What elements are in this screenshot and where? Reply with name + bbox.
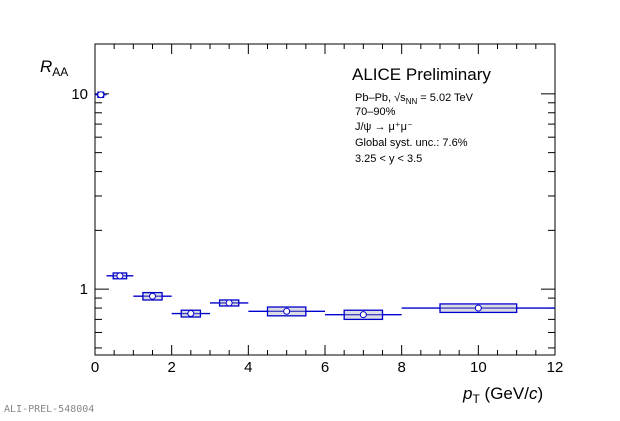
annotation-decay: J/ψ → μ⁺μ⁻	[355, 121, 413, 133]
annotation-system: Pb–Pb, √sNN = 5.02 TeV	[355, 92, 474, 106]
x-tick-label: 0	[91, 359, 99, 376]
axes: 0 2 4 6 8 10 12 1 10	[71, 43, 564, 376]
x-tick-label: 8	[397, 359, 405, 376]
data-point	[225, 299, 233, 307]
annotation-global-syst: Global syst. unc.: 7.6%	[355, 137, 468, 149]
data-marks	[95, 91, 555, 321]
y-tick-label: 10	[71, 86, 88, 103]
chart-title: ALICE Preliminary	[352, 65, 491, 84]
y-tick-label: 1	[80, 281, 88, 298]
data-point	[187, 310, 195, 318]
data-point	[116, 272, 124, 280]
data-point	[283, 307, 291, 315]
data-point	[149, 292, 156, 300]
watermark-id: ALI-PREL-548004	[4, 404, 95, 415]
x-tick-label: 4	[244, 359, 252, 376]
data-point	[97, 91, 105, 99]
y-axis-label: RAA	[40, 57, 68, 79]
x-tick-label: 12	[547, 359, 564, 376]
x-tick-label: 2	[167, 359, 175, 376]
data-point	[359, 311, 367, 319]
x-tick-label: 10	[470, 359, 487, 376]
x-axis-label: pT (GeV/c)	[462, 384, 543, 406]
annotation-centrality: 70–90%	[355, 106, 396, 118]
data-point	[474, 304, 482, 312]
x-tick-label: 6	[321, 359, 329, 376]
annotation-rapidity: 3.25 < y < 3.5	[355, 153, 422, 165]
